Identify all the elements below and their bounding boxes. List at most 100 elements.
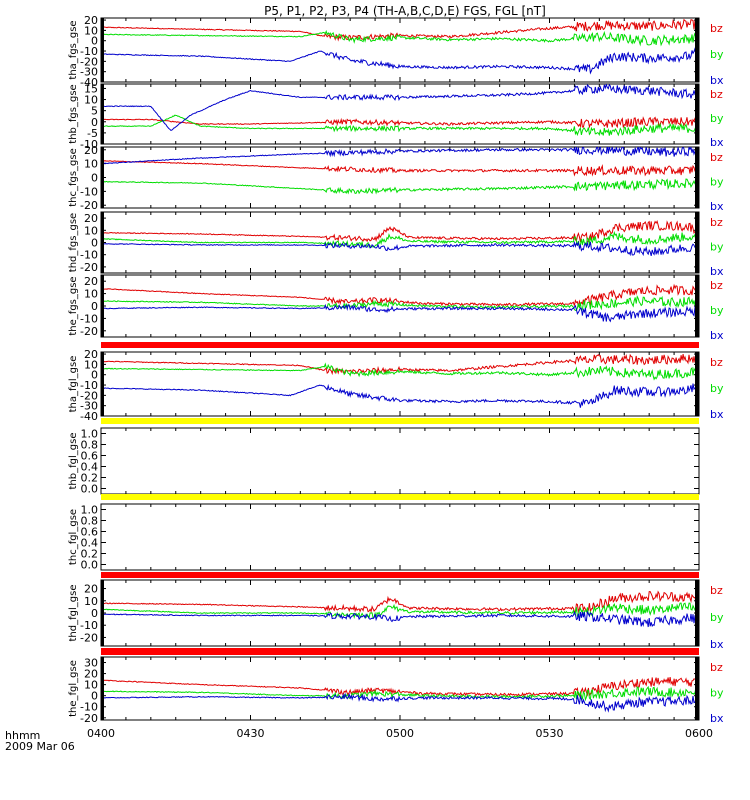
- x-tick-label: 0530: [536, 727, 564, 740]
- y-tick-label: 10: [84, 595, 98, 608]
- edge-marker: [101, 580, 104, 646]
- series-line-bx: [101, 380, 699, 408]
- y-tick-label: 0.8: [81, 515, 99, 528]
- y-tick-label: -20: [80, 631, 98, 644]
- series-line-by: [101, 114, 699, 137]
- x-tick-label: 0430: [237, 727, 265, 740]
- y-tick-label: 0.2: [81, 548, 99, 561]
- legend-by: by: [710, 176, 724, 189]
- legend-by: by: [710, 112, 724, 125]
- y-tick-label: -40: [80, 410, 98, 423]
- y-axis-label: tha_fgl_gse: [68, 356, 79, 413]
- legend-bx: bx: [710, 329, 724, 342]
- series-line-by: [101, 230, 699, 248]
- legend-bz: bz: [710, 216, 723, 229]
- y-tick-label: 0.6: [81, 450, 99, 463]
- y-tick-label: 0: [91, 237, 98, 250]
- series-line-bz: [101, 353, 699, 376]
- y-tick-label: -30: [80, 400, 98, 413]
- y-axis-label: thc_fgs_gse: [68, 148, 79, 207]
- series-line-by: [101, 685, 699, 702]
- x-axis: 0400 0430 0500 0530 0600: [87, 727, 713, 740]
- y-axis-label: tha_fgs_gse: [68, 20, 79, 79]
- y-tick-label: 0: [91, 690, 98, 703]
- y-tick-label: 0.0: [81, 483, 99, 496]
- legend-by: by: [710, 611, 724, 624]
- y-tick-label: 1.0: [81, 504, 99, 517]
- y-tick-label: 10: [84, 224, 98, 237]
- y-tick-label: 10: [84, 94, 98, 107]
- y-tick-label: -10: [80, 312, 98, 325]
- status-bar: [101, 418, 699, 424]
- series-line-bx: [101, 147, 699, 165]
- panel-frame: [100, 503, 700, 571]
- y-tick-label: -10: [80, 138, 98, 151]
- x-tick-label: 0400: [87, 727, 115, 740]
- y-tick-label: 20: [84, 144, 98, 157]
- y-tick-label: -20: [80, 199, 98, 212]
- y-tick-label: 10: [84, 679, 98, 692]
- y-tick-label: 0.6: [81, 526, 99, 539]
- legend-bz: bz: [710, 151, 723, 164]
- status-bars: [101, 342, 699, 655]
- series-line-by: [101, 178, 699, 195]
- y-tick-label: 20: [84, 583, 98, 596]
- y-tick-label: 5: [91, 105, 98, 118]
- x-tick-label: 0500: [386, 727, 414, 740]
- series-line-by: [101, 29, 699, 47]
- y-axis-label: the_fgs_gse: [68, 276, 79, 335]
- y-tick-label: 0.0: [81, 559, 99, 572]
- y-axis-label: thd_fgl_gse: [68, 585, 79, 642]
- y-tick-label: -30: [80, 66, 98, 79]
- edge-marker: [101, 84, 104, 144]
- edge-marker: [695, 84, 699, 144]
- x-tick-label: 0600: [685, 727, 713, 740]
- y-tick-label: 0: [91, 172, 98, 185]
- edge-marker: [101, 657, 104, 720]
- y-tick-label: -20: [80, 55, 98, 68]
- edge-marker: [101, 18, 104, 82]
- status-bar: [101, 572, 699, 578]
- series-line-bx: [101, 303, 699, 323]
- y-tick-label: 10: [84, 288, 98, 301]
- legend-bz: bz: [710, 661, 723, 674]
- status-bar: [101, 648, 699, 655]
- legend-by: by: [710, 48, 724, 61]
- y-tick-label: -10: [80, 379, 98, 392]
- y-tick-label: -10: [80, 249, 98, 262]
- series-line-by: [101, 362, 699, 381]
- legend-by: by: [710, 304, 724, 317]
- legend-bx: bx: [710, 74, 724, 87]
- x-axis-label-line1: hhmm: [5, 729, 40, 742]
- y-tick-label: 0.8: [81, 439, 99, 452]
- y-tick-label: -20: [80, 325, 98, 338]
- y-tick-label: -10: [80, 45, 98, 58]
- series-line-bx: [101, 46, 699, 75]
- y-tick-label: 1.0: [81, 428, 99, 441]
- panel-frame: [100, 17, 700, 83]
- legend-by: by: [710, 241, 724, 254]
- y-tick-label: 10: [84, 358, 98, 371]
- y-tick-label: 0: [91, 369, 98, 382]
- edge-marker: [695, 657, 699, 720]
- edge-marker: [695, 352, 699, 416]
- status-bar: [101, 342, 699, 348]
- y-tick-label: 0.2: [81, 472, 99, 485]
- legend-by: by: [710, 382, 724, 395]
- status-bar: [101, 494, 699, 500]
- series-line-bx: [101, 610, 699, 628]
- panel-frame: [100, 274, 700, 338]
- edge-marker: [695, 580, 699, 646]
- y-tick-label: -10: [80, 701, 98, 714]
- legend-bx: bx: [710, 638, 724, 651]
- series-line-bz: [101, 116, 699, 129]
